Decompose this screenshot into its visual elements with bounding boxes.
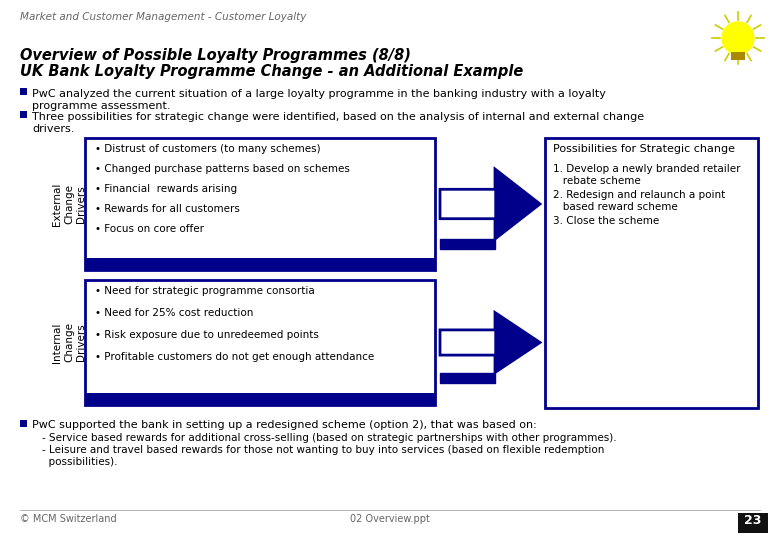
Text: - Leisure and travel based rewards for those not wanting to buy into services (b: - Leisure and travel based rewards for t… (42, 445, 604, 455)
Polygon shape (440, 169, 540, 239)
Text: rebate scheme: rebate scheme (553, 176, 640, 186)
Text: • Need for strategic programme consortia: • Need for strategic programme consortia (95, 286, 315, 296)
Bar (85, 258, 435, 270)
Text: • Focus on core offer: • Focus on core offer (95, 224, 204, 234)
Text: Market and Customer Management - Customer Loyalty: Market and Customer Management - Custome… (20, 12, 307, 22)
Bar (85, 138, 435, 270)
Text: 02 Overview.ppt: 02 Overview.ppt (350, 514, 430, 524)
Text: • Changed purchase patterns based on schemes: • Changed purchase patterns based on sch… (95, 164, 350, 174)
Bar (545, 138, 758, 408)
Text: External
Change
Drivers: External Change Drivers (52, 183, 86, 226)
Text: Overview of Possible Loyalty Programmes (8/8): Overview of Possible Loyalty Programmes … (20, 48, 411, 63)
Text: • Risk exposure due to unredeemed points: • Risk exposure due to unredeemed points (95, 330, 319, 340)
Text: • Rewards for all customers: • Rewards for all customers (95, 204, 240, 214)
Text: - Service based rewards for additional cross-selling (based on strategic partner: - Service based rewards for additional c… (42, 433, 617, 443)
Bar (20, 420, 27, 427)
Bar (20, 88, 27, 95)
Bar (85, 280, 435, 405)
Text: drivers.: drivers. (32, 124, 74, 134)
Text: 2. Redesign and relaunch a point: 2. Redesign and relaunch a point (553, 190, 725, 200)
Text: © MCM Switzerland: © MCM Switzerland (20, 514, 117, 524)
Polygon shape (495, 313, 540, 373)
Text: 23: 23 (744, 514, 762, 527)
Text: 1. Develop a newly branded retailer: 1. Develop a newly branded retailer (553, 164, 740, 174)
Polygon shape (440, 373, 495, 382)
Text: PwC analyzed the current situation of a large loyalty programme in the banking i: PwC analyzed the current situation of a … (32, 89, 606, 99)
Text: • Financial  rewards arising: • Financial rewards arising (95, 184, 237, 194)
Text: UK Bank Loyalty Programme Change - an Additional Example: UK Bank Loyalty Programme Change - an Ad… (20, 64, 523, 79)
Text: • Profitable customers do not get enough attendance: • Profitable customers do not get enough… (95, 352, 374, 362)
Circle shape (722, 22, 754, 54)
Polygon shape (440, 313, 540, 373)
Polygon shape (495, 169, 540, 239)
Text: Internal
Change
Drivers: Internal Change Drivers (52, 322, 86, 363)
Text: • Need for 25% cost reduction: • Need for 25% cost reduction (95, 308, 254, 318)
Text: Three possibilities for strategic change were identified, based on the analysis : Three possibilities for strategic change… (32, 112, 644, 122)
Text: based reward scheme: based reward scheme (553, 202, 678, 212)
Text: • Distrust of customers (to many schemes): • Distrust of customers (to many schemes… (95, 144, 321, 154)
Bar (85, 393, 435, 405)
Polygon shape (440, 239, 495, 249)
FancyBboxPatch shape (731, 52, 745, 60)
Bar (738, 513, 768, 533)
Text: 3. Close the scheme: 3. Close the scheme (553, 216, 659, 226)
Text: programme assessment.: programme assessment. (32, 101, 171, 111)
Text: PwC supported the bank in setting up a redesigned scheme (option 2), that was ba: PwC supported the bank in setting up a r… (32, 420, 537, 430)
Text: possibilities).: possibilities). (42, 457, 118, 467)
Bar (20, 111, 27, 118)
Text: Possibilities for Strategic change: Possibilities for Strategic change (553, 144, 735, 154)
